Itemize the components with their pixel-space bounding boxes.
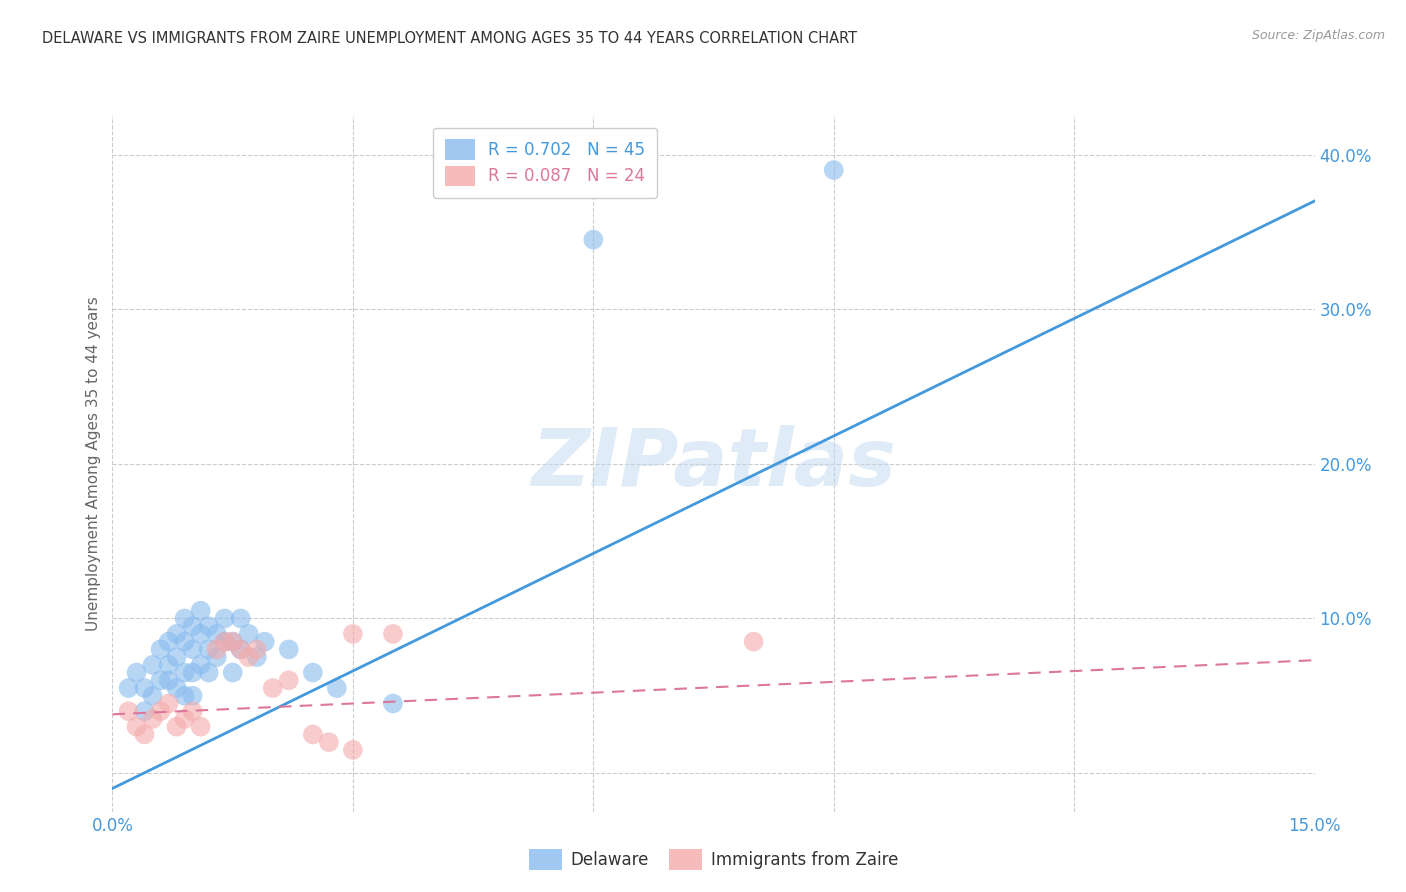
Point xyxy=(214,634,236,648)
Point xyxy=(134,727,156,741)
Text: Source: ZipAtlas.com: Source: ZipAtlas.com xyxy=(1251,29,1385,42)
Point xyxy=(229,611,252,625)
Point xyxy=(302,727,325,741)
Point xyxy=(157,657,180,672)
Point xyxy=(149,642,172,657)
Point xyxy=(173,634,195,648)
Point xyxy=(302,665,325,680)
Point xyxy=(222,665,245,680)
Point xyxy=(117,681,139,695)
Point xyxy=(173,611,195,625)
Point xyxy=(173,665,195,680)
Point xyxy=(197,642,219,657)
Point xyxy=(125,720,148,734)
Point xyxy=(125,665,148,680)
Point xyxy=(382,697,405,711)
Point xyxy=(318,735,340,749)
Point xyxy=(157,673,180,688)
Point xyxy=(326,681,349,695)
Point xyxy=(117,704,139,718)
Point xyxy=(134,681,156,695)
Text: ZIPatlas: ZIPatlas xyxy=(531,425,896,503)
Point xyxy=(134,704,156,718)
Point xyxy=(181,704,204,718)
Point xyxy=(229,642,252,657)
Point xyxy=(382,627,405,641)
Point xyxy=(166,681,188,695)
Point xyxy=(238,650,260,665)
Point xyxy=(582,233,605,247)
Point xyxy=(166,650,188,665)
Point xyxy=(149,704,172,718)
Point xyxy=(823,163,845,178)
Point xyxy=(190,604,212,618)
Point xyxy=(205,627,228,641)
Point xyxy=(238,627,260,641)
Point xyxy=(190,627,212,641)
Point xyxy=(262,681,284,695)
Point xyxy=(342,627,364,641)
Point xyxy=(141,712,163,726)
Point xyxy=(166,720,188,734)
Point xyxy=(229,642,252,657)
Point xyxy=(246,642,269,657)
Point xyxy=(222,634,245,648)
Point xyxy=(181,642,204,657)
Point xyxy=(222,634,245,648)
Point xyxy=(190,657,212,672)
Point xyxy=(197,619,219,633)
Point xyxy=(166,627,188,641)
Point xyxy=(205,642,228,657)
Text: DELAWARE VS IMMIGRANTS FROM ZAIRE UNEMPLOYMENT AMONG AGES 35 TO 44 YEARS CORRELA: DELAWARE VS IMMIGRANTS FROM ZAIRE UNEMPL… xyxy=(42,31,858,46)
Legend: Delaware, Immigrants from Zaire: Delaware, Immigrants from Zaire xyxy=(523,843,904,877)
Point xyxy=(173,689,195,703)
Point xyxy=(181,619,204,633)
Point xyxy=(277,673,299,688)
Y-axis label: Unemployment Among Ages 35 to 44 years: Unemployment Among Ages 35 to 44 years xyxy=(86,296,101,632)
Point xyxy=(214,634,236,648)
Point xyxy=(742,634,765,648)
Point xyxy=(342,743,364,757)
Point xyxy=(253,634,276,648)
Point xyxy=(149,673,172,688)
Point xyxy=(214,611,236,625)
Point xyxy=(277,642,299,657)
Point xyxy=(141,657,163,672)
Point xyxy=(157,634,180,648)
Point xyxy=(181,689,204,703)
Point xyxy=(197,665,219,680)
Point xyxy=(157,697,180,711)
Point xyxy=(246,650,269,665)
Point xyxy=(141,689,163,703)
Point xyxy=(190,720,212,734)
Point xyxy=(173,712,195,726)
Point xyxy=(205,650,228,665)
Point xyxy=(181,665,204,680)
